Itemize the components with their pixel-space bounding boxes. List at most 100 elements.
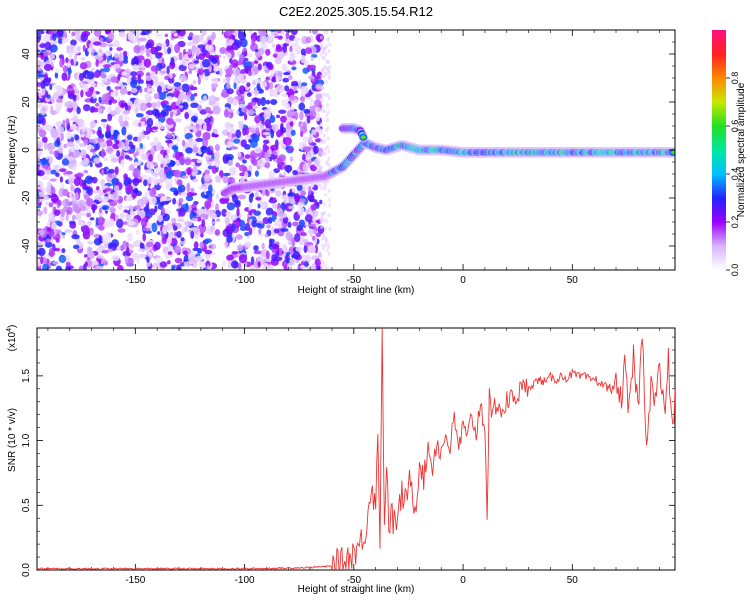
noise-speckle (135, 70, 145, 77)
noise-speckle (37, 180, 44, 191)
noise-speckle (71, 234, 80, 240)
noise-speckle (237, 194, 247, 200)
noise-speckle (271, 213, 276, 222)
noise-speckle (132, 177, 140, 187)
noise-speckle (260, 96, 267, 107)
noise-speckle (37, 210, 44, 216)
noise-speckle (210, 212, 217, 220)
noise-speckle (190, 230, 195, 239)
noise-speckle (159, 261, 168, 268)
noise-speckle (227, 260, 232, 269)
noise-speckle (75, 192, 79, 201)
noise-speckle (133, 167, 140, 174)
noise-speckle (61, 158, 70, 166)
noise-speckle (141, 122, 145, 128)
noise-speckle (72, 244, 80, 250)
noise-speckle (205, 156, 210, 161)
noise-speckle (224, 216, 230, 226)
noise-speckle (190, 93, 195, 103)
noise-speckle (265, 76, 270, 81)
snr-y-scale: (x104) (6, 325, 18, 352)
noise-speckle (235, 234, 243, 240)
noise-speckle (313, 145, 319, 154)
noise-speckle (152, 108, 159, 117)
noise-speckle (135, 239, 141, 247)
noise-speckle (37, 59, 43, 68)
noise-speckle (287, 192, 296, 197)
noise-speckle (113, 52, 119, 58)
noise-speckle (290, 30, 298, 36)
noise-speckle (67, 87, 74, 92)
noise-speckle (285, 31, 290, 40)
noise-speckle (185, 147, 193, 154)
noise-speckle (266, 264, 275, 270)
noise-speckle (244, 222, 251, 231)
noise-speckle (200, 47, 205, 53)
noise-speckle (320, 185, 324, 190)
noise-speckle (307, 244, 315, 253)
noise-speckle (238, 85, 246, 95)
noise-speckle (89, 161, 93, 168)
noise-speckle (40, 80, 46, 89)
noise-speckle (166, 96, 173, 101)
noise-speckle (244, 171, 249, 180)
noise-speckle (190, 102, 199, 109)
noise-speckle (287, 221, 292, 228)
noise-speckle (40, 198, 44, 203)
noise-speckle (285, 255, 289, 263)
noise-speckle (174, 43, 181, 54)
noise-speckle (223, 172, 231, 177)
noise-speckle (305, 93, 311, 98)
noise-speckle (157, 214, 164, 223)
noise-speckle (171, 145, 178, 150)
noise-speckle (130, 71, 137, 77)
noise-speckle (256, 97, 262, 107)
noise-speckle (116, 47, 124, 51)
noise-speckle (86, 145, 95, 151)
noise-speckle (323, 139, 327, 144)
noise-speckle (112, 63, 121, 69)
noise-speckle (250, 265, 256, 270)
noise-speckle (254, 78, 262, 84)
noise-speckle (265, 250, 270, 260)
noise-speckle (79, 62, 88, 70)
noise-speckle (45, 238, 51, 243)
noise-speckle (204, 169, 210, 175)
noise-speckle (164, 139, 173, 144)
noise-speckle (57, 37, 63, 45)
noise-speckle (195, 255, 204, 262)
noise-speckle (233, 138, 241, 144)
noise-speckle (180, 237, 185, 242)
y-tick-label: 0 (21, 147, 32, 153)
noise-speckle (284, 164, 293, 173)
noise-speckle (86, 212, 91, 218)
noise-speckle (322, 46, 326, 51)
noise-speckle (182, 94, 188, 100)
noise-speckle (48, 247, 55, 258)
noise-speckle (95, 102, 100, 107)
noise-speckle (305, 153, 310, 162)
noise-speckle (132, 103, 137, 112)
noise-speckle (94, 265, 104, 270)
noise-speckle (287, 74, 293, 81)
noise-speckle (65, 118, 70, 125)
noise-speckle (157, 91, 167, 101)
noise-speckle (208, 65, 212, 73)
noise-speckle (107, 113, 113, 122)
noise-speckle (37, 36, 41, 42)
noise-speckle (162, 157, 171, 164)
heatmap-x-ticks: -150 -100 -50 0 50 (47, 30, 661, 286)
noise-speckle (315, 93, 323, 100)
noise-speckle (250, 256, 255, 266)
noise-speckle (135, 113, 144, 118)
x-tick-label: -100 (235, 575, 255, 586)
noise-speckle (156, 99, 161, 109)
noise-speckle (103, 124, 107, 129)
noise-speckle (277, 208, 284, 218)
noise-speckle (92, 204, 96, 214)
noise-speckle (145, 215, 150, 220)
noise-speckle (82, 104, 91, 112)
noise-speckle (199, 213, 208, 218)
noise-speckle (246, 52, 253, 58)
noise-speckle (154, 256, 164, 263)
